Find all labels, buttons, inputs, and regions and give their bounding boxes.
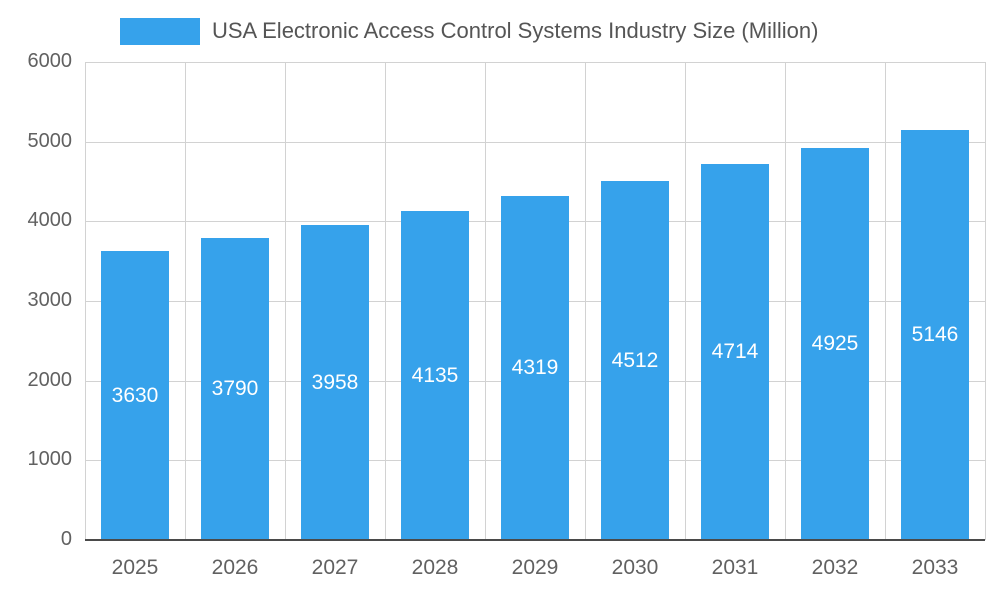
x-axis-tick-label: 2033: [911, 556, 959, 579]
bar-value-label: 4319: [511, 356, 559, 379]
bar-2033[interactable]: 5146: [901, 130, 969, 540]
y-axis-tick-label: 5000: [27, 130, 73, 152]
x-axis-tick-label: 2028: [411, 556, 459, 579]
bar-2030[interactable]: 4512: [601, 181, 669, 540]
x-axis-tick-label: 2030: [611, 556, 659, 579]
y-axis-tick-label: 6000: [27, 50, 73, 72]
x-axis-tick-label: 2027: [311, 556, 359, 579]
y-axis-tick-label: 4000: [27, 209, 73, 231]
plot-area: 3630 3790 3958 4135 4319 4512 4714 4925 5146: [85, 62, 986, 541]
y-axis-tick-label: 2000: [27, 369, 73, 391]
bar-value-label: 4135: [411, 363, 459, 387]
x-axis-tick-label: 2025: [111, 556, 159, 579]
x-axis-line: [85, 539, 985, 541]
bar-value-label: 4714: [711, 340, 759, 363]
bar-2026[interactable]: 3790: [201, 238, 269, 540]
bar-2028[interactable]: 4135: [401, 211, 469, 540]
y-axis-tick-label: 3000: [27, 289, 73, 311]
chart-legend[interactable]: USA Electronic Access Control Systems In…: [120, 16, 818, 46]
y-axis-tick-label: 1000: [27, 448, 73, 470]
bar-2032[interactable]: 4925: [801, 148, 869, 540]
x-axis-tick-label: 2026: [211, 556, 259, 579]
bar-value-label: 3790: [211, 377, 259, 400]
bar-value-label: 3630: [111, 383, 159, 407]
x-axis-tick-label: 2029: [511, 556, 559, 579]
bar-2031[interactable]: 4714: [701, 164, 769, 540]
chart-title: USA Electronic Access Control Systems In…: [212, 18, 819, 43]
horizontal-gridline: [85, 142, 985, 143]
x-axis-tick-label: 2032: [811, 556, 859, 579]
bar-value-label: 4925: [811, 332, 859, 355]
bar-2025[interactable]: 3630: [101, 251, 169, 540]
bar-2027[interactable]: 3958: [301, 225, 369, 540]
legend-swatch: [120, 17, 200, 45]
bar-value-label: 3958: [311, 370, 359, 394]
y-axis-tick-label: 0: [60, 528, 72, 550]
horizontal-gridline: [85, 62, 985, 63]
bar-2029[interactable]: 4319: [501, 196, 569, 540]
bar-value-label: 4512: [611, 348, 659, 372]
x-axis-tick-label: 2031: [711, 556, 759, 579]
vertical-gridline: [985, 62, 986, 540]
bar-value-label: 5146: [911, 323, 959, 346]
